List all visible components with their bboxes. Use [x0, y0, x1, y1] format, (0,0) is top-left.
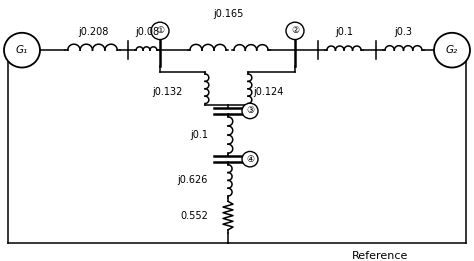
Text: 0.552: 0.552 [180, 211, 208, 221]
Text: j0.1: j0.1 [190, 130, 208, 140]
Text: j0.208: j0.208 [78, 27, 108, 37]
Text: j0.124: j0.124 [253, 87, 283, 97]
Text: j0.626: j0.626 [178, 175, 208, 185]
Text: ①: ① [156, 26, 164, 35]
Text: Reference: Reference [352, 251, 408, 261]
Text: G₂: G₂ [446, 45, 458, 55]
Text: j0.08: j0.08 [135, 27, 159, 37]
Text: ②: ② [291, 26, 299, 35]
Text: j0.132: j0.132 [153, 87, 183, 97]
Text: G₁: G₁ [16, 45, 28, 55]
Circle shape [4, 33, 40, 68]
Circle shape [151, 22, 169, 40]
Circle shape [286, 22, 304, 40]
Circle shape [242, 151, 258, 167]
Text: j0.165: j0.165 [213, 9, 243, 19]
Circle shape [242, 103, 258, 119]
Text: ③: ③ [246, 106, 254, 115]
Circle shape [434, 33, 470, 68]
Text: j0.1: j0.1 [335, 27, 353, 37]
Text: ④: ④ [246, 155, 254, 164]
Text: j0.3: j0.3 [394, 27, 412, 37]
